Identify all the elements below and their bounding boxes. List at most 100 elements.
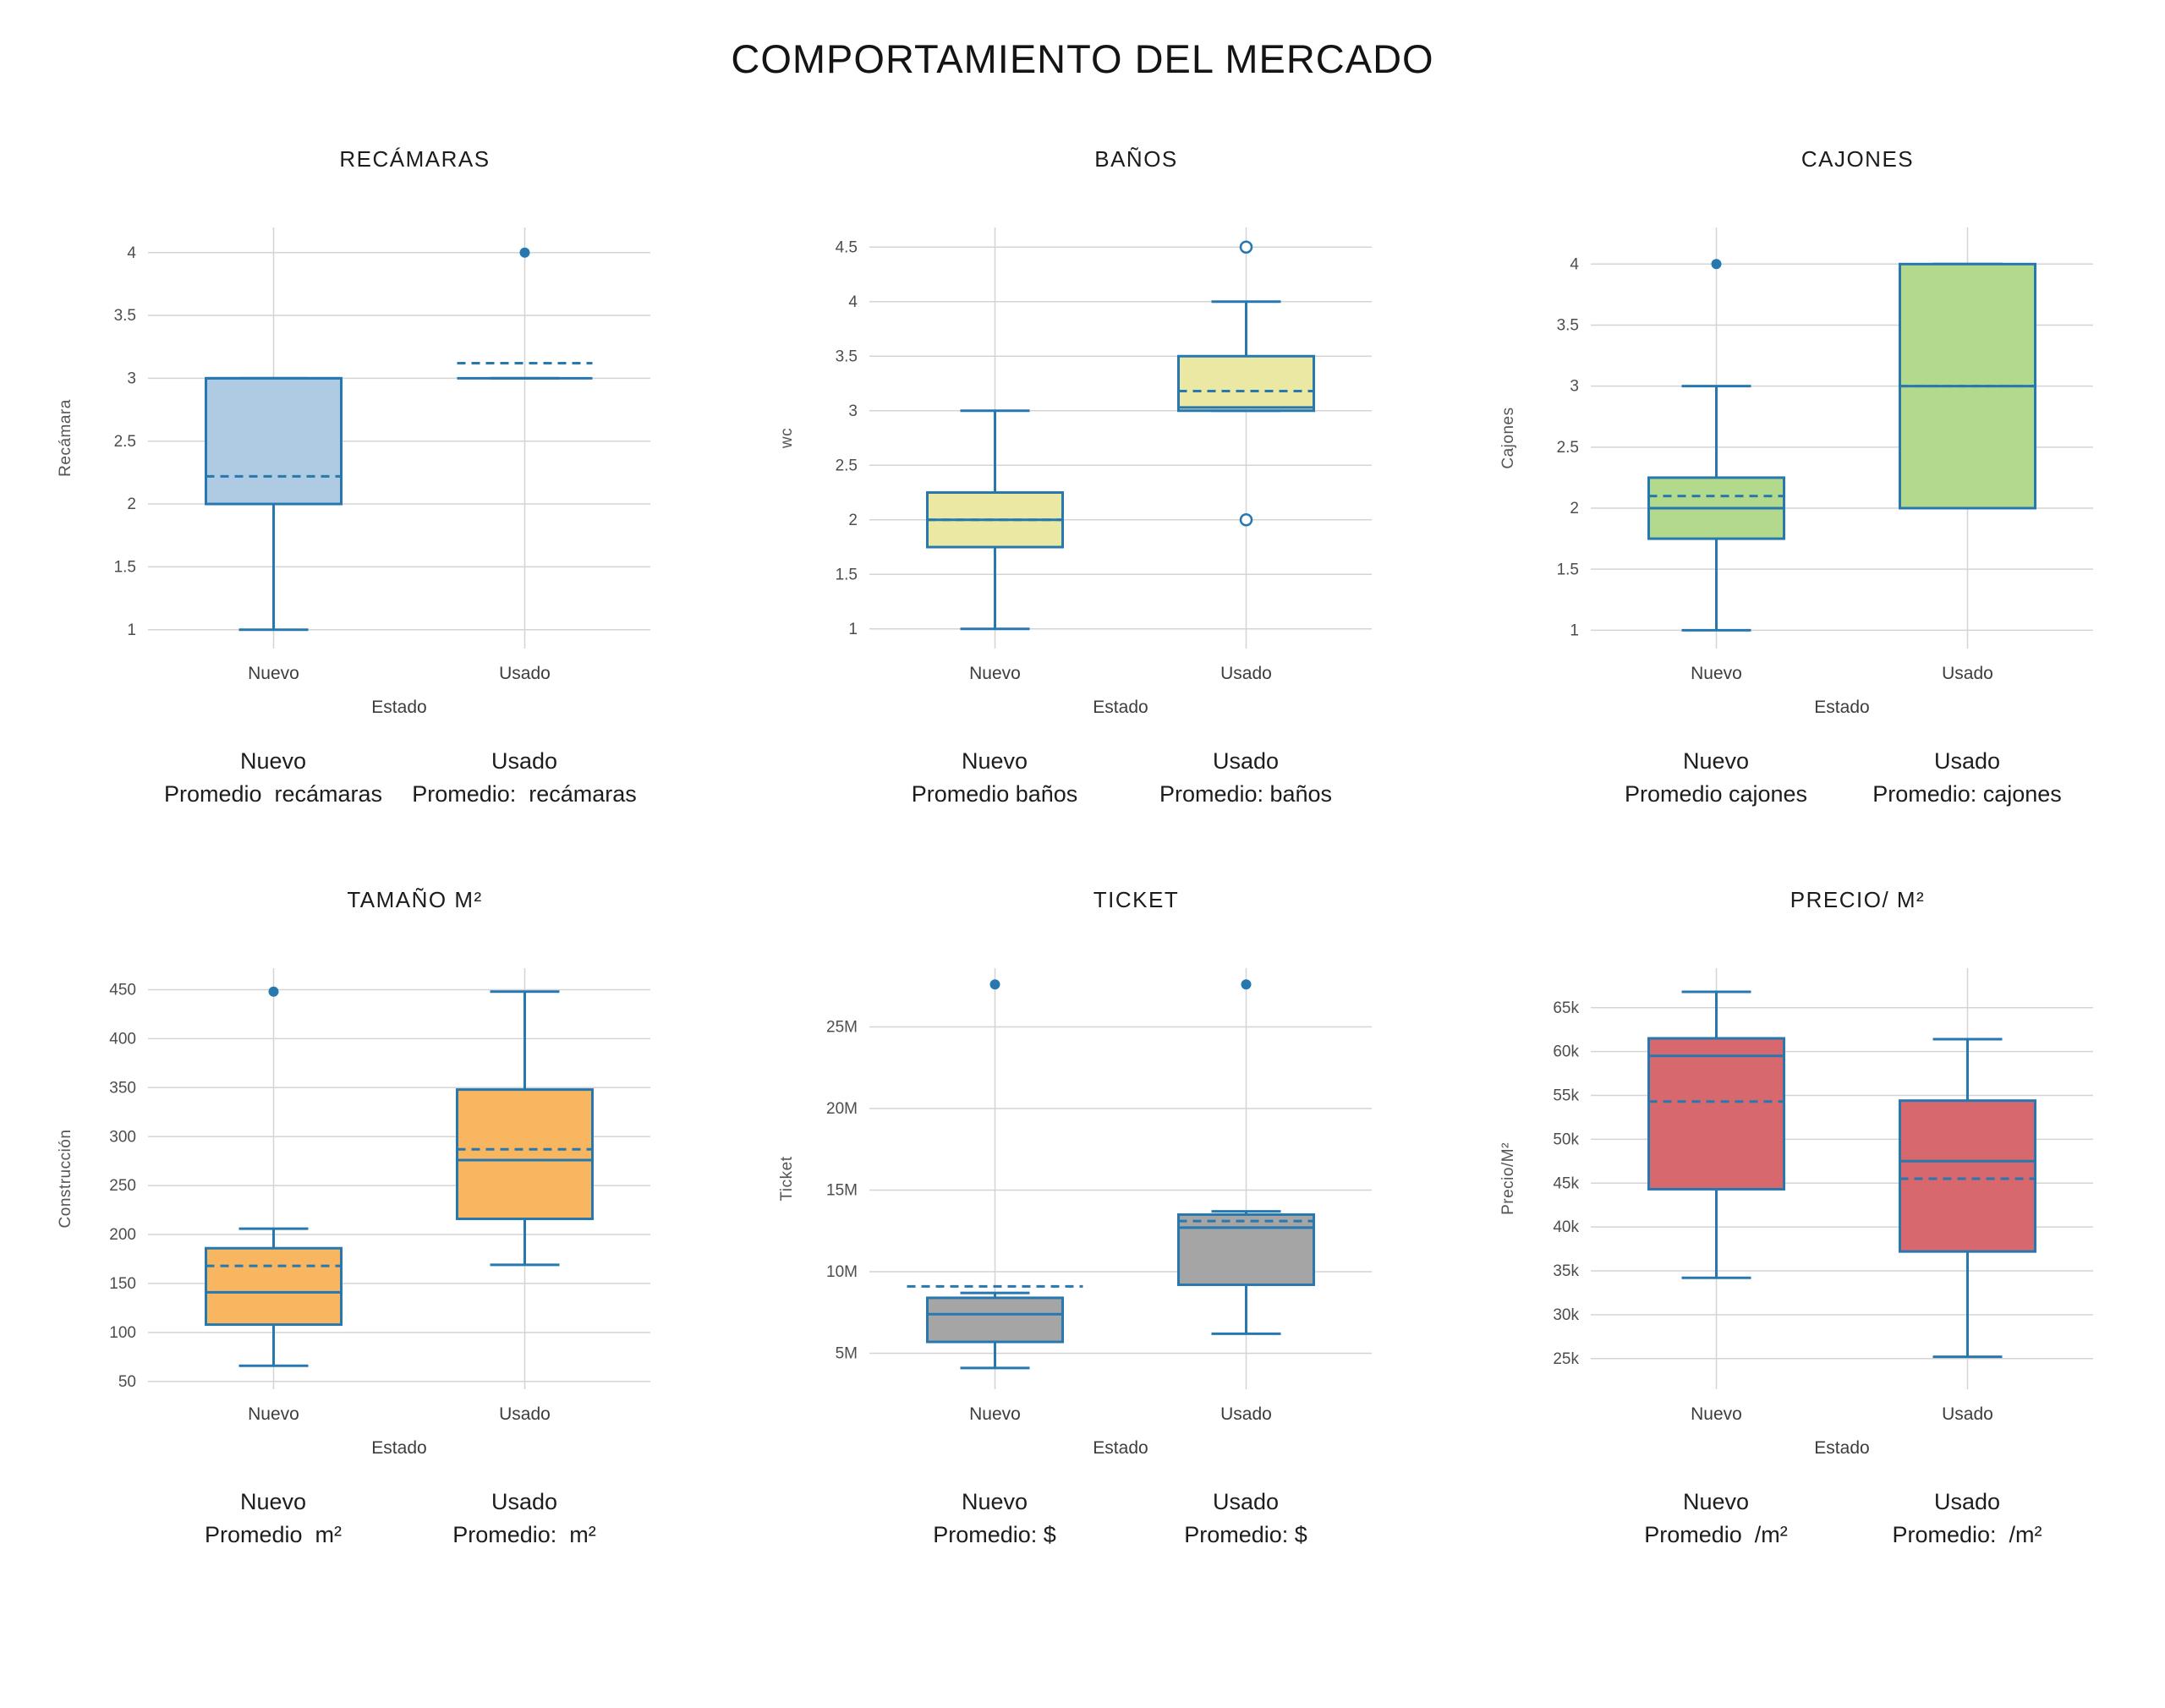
y-tick-label: 50k [1553, 1130, 1579, 1148]
chart-title-ticket: TICKET [1093, 887, 1180, 912]
x-axis-title: Estado [1093, 1438, 1148, 1458]
promedio-category-label: Nuevo [961, 1489, 1028, 1514]
box-group-usado [1176, 979, 1315, 1335]
promedio-value-label: Promedio: baños [1159, 781, 1333, 807]
outlier-point-filled [1241, 979, 1251, 990]
box [204, 1246, 343, 1327]
y-tick-label: 350 [109, 1079, 136, 1097]
y-axis-title: Recámara [57, 399, 74, 477]
promedio-value-label: Promedio: recámaras [412, 781, 637, 807]
promedio-usado: Usado Promedio: m² [452, 1486, 596, 1552]
x-axis-title: Estado [371, 1438, 426, 1458]
chart-card-tamano_m2: TAMAÑO M² 50 100 150 200 250 300 350 400 450 Const… [0, 835, 721, 1563]
x-axis-title: Estado [371, 698, 426, 717]
y-tick-label: 1.5 [1556, 561, 1578, 578]
y-axis-title: Precio/M² [1499, 1142, 1517, 1215]
promedio-nuevo: Nuevo Promedio: $ [933, 1486, 1056, 1552]
promedio-value-label: Promedio baños [911, 781, 1078, 807]
promedio-row-tamano_m2: Nuevo Promedio m² Usado Promedio: m² [40, 1469, 682, 1563]
chart-title-cajones: CAJONES [1801, 146, 1915, 172]
y-tick-label: 60k [1553, 1043, 1579, 1061]
chart-card-cajones: CAJONES 1 1.5 2 2.5 3 3.5 4 Cajones Nuevo Usado Est… [1443, 94, 2164, 823]
x-category-label: Nuevo [1691, 664, 1742, 683]
promedio-category-label: Nuevo [239, 1489, 307, 1514]
promedio-category-label: Usado [1212, 748, 1280, 774]
x-category-label: Usado [1942, 1404, 1993, 1424]
outlier-point-filled [519, 247, 529, 258]
boxplot-svg-recamaras: 1 1.5 2 2.5 3 3.5 4 Recámara Nuevo Usado Estado [57, 227, 650, 717]
outlier-point-open [1239, 240, 1252, 254]
outlier-point-filled [1711, 259, 1721, 270]
x-category-label: Nuevo [969, 1404, 1021, 1424]
outlier-point-filled [268, 986, 278, 997]
y-tick-label: 300 [109, 1128, 136, 1146]
x-category-label: Nuevo [1691, 1404, 1742, 1424]
box-group-nuevo [907, 979, 1082, 1370]
box-group-nuevo [925, 409, 1064, 631]
promedio-category-label: Nuevo [239, 748, 307, 774]
x-category-label: Usado [1220, 664, 1272, 683]
promedio-value-label: Promedio recámaras [163, 781, 383, 807]
promedio-usado: Usado Promedio: cajones [1872, 745, 2062, 811]
y-tick-label: 4 [848, 293, 858, 311]
promedio-nuevo: Nuevo Promedio cajones [1625, 745, 1807, 811]
chart-card-ticket: TICKET 5M 10M 15M 20M 25M Ticket Nuevo Usado Esta… [721, 835, 1443, 1563]
y-tick-label: 1.5 [835, 566, 857, 583]
y-axis-title: Construcción [57, 1130, 74, 1229]
x-category-label: Nuevo [248, 664, 299, 683]
promedio-category-label: Usado [1212, 1489, 1280, 1514]
box-group-nuevo [204, 986, 343, 1367]
y-tick-label: 2.5 [835, 457, 857, 474]
promedio-value-label: Promedio: /m² [1892, 1522, 2042, 1548]
y-tick-label: 20M [826, 1100, 858, 1118]
promedio-row-cajones: Nuevo Promedio cajones Usado Promedio: cajo… [1483, 728, 2125, 823]
y-tick-label: 400 [109, 1030, 136, 1048]
box-group-usado [457, 247, 592, 380]
y-tick-label: 3 [848, 402, 858, 420]
box [1898, 1099, 2036, 1253]
y-tick-label: 25M [826, 1019, 858, 1037]
promedio-row-ticket: Nuevo Promedio: $ Usado Promedio: $ [761, 1469, 1404, 1563]
box-group-nuevo [204, 376, 343, 632]
page-title: COMPORTAMIENTO DEL MERCADO [731, 36, 1434, 81]
promedio-value-label: Promedio cajones [1624, 781, 1808, 807]
y-tick-label: 4 [127, 244, 136, 262]
box-group-nuevo [1647, 990, 1785, 1279]
box [1176, 1213, 1315, 1286]
y-tick-label: 10M [826, 1263, 858, 1281]
y-tick-label: 35k [1553, 1262, 1579, 1280]
box-group-usado [1898, 1037, 2036, 1359]
y-tick-label: 450 [109, 982, 136, 999]
promedio-category-label: Nuevo [961, 748, 1028, 774]
promedio-value-label: Promedio m² [204, 1522, 343, 1548]
boxplot-svg-tamano_m2: 50 100 150 200 250 300 350 400 450 Construcción Nu… [57, 968, 650, 1458]
y-tick-label: 1.5 [113, 558, 135, 576]
box [925, 1296, 1064, 1344]
y-tick-label: 65k [1553, 999, 1579, 1017]
promedio-usado: Usado Promedio: recámaras [412, 745, 637, 811]
promedio-category-label: Usado [491, 1489, 558, 1514]
promedio-usado: Usado Promedio: $ [1184, 1486, 1307, 1552]
y-tick-label: 55k [1553, 1087, 1579, 1105]
y-tick-label: 45k [1553, 1174, 1579, 1192]
promedio-category-label: Nuevo [1682, 1489, 1750, 1514]
promedio-value-label: Promedio: cajones [1872, 781, 2062, 807]
x-category-label: Usado [499, 664, 551, 683]
y-tick-label: 200 [109, 1226, 136, 1244]
outlier-point-open [1239, 513, 1252, 527]
y-tick-label: 4.5 [835, 238, 857, 256]
promedio-category-label: Usado [1933, 748, 2001, 774]
promedio-usado: Usado Promedio: baños [1159, 745, 1332, 811]
chart-card-recamaras: RECÁMARAS 1 1.5 2 2.5 3 3.5 4 Recámara Nuevo Usado… [0, 94, 721, 823]
promedio-value-label: Promedio: m² [452, 1522, 596, 1548]
promedio-row-precio_m2: Nuevo Promedio /m² Usado Promedio: /m² [1483, 1469, 2125, 1563]
y-tick-label: 40k [1553, 1218, 1579, 1236]
y-tick-label: 2.5 [1556, 439, 1578, 457]
chart-card-precio_m2: PRECIO/ M² 25k 30k 35k 40k 45k 50k 55k 60k 65k Pre… [1443, 835, 2164, 1563]
x-category-label: Usado [1220, 1404, 1272, 1424]
y-tick-label: 1 [848, 621, 858, 638]
box [1647, 1037, 1785, 1191]
y-tick-label: 5M [835, 1345, 857, 1363]
y-tick-label: 25k [1553, 1350, 1579, 1368]
promedio-value-label: Promedio: $ [1184, 1522, 1307, 1548]
